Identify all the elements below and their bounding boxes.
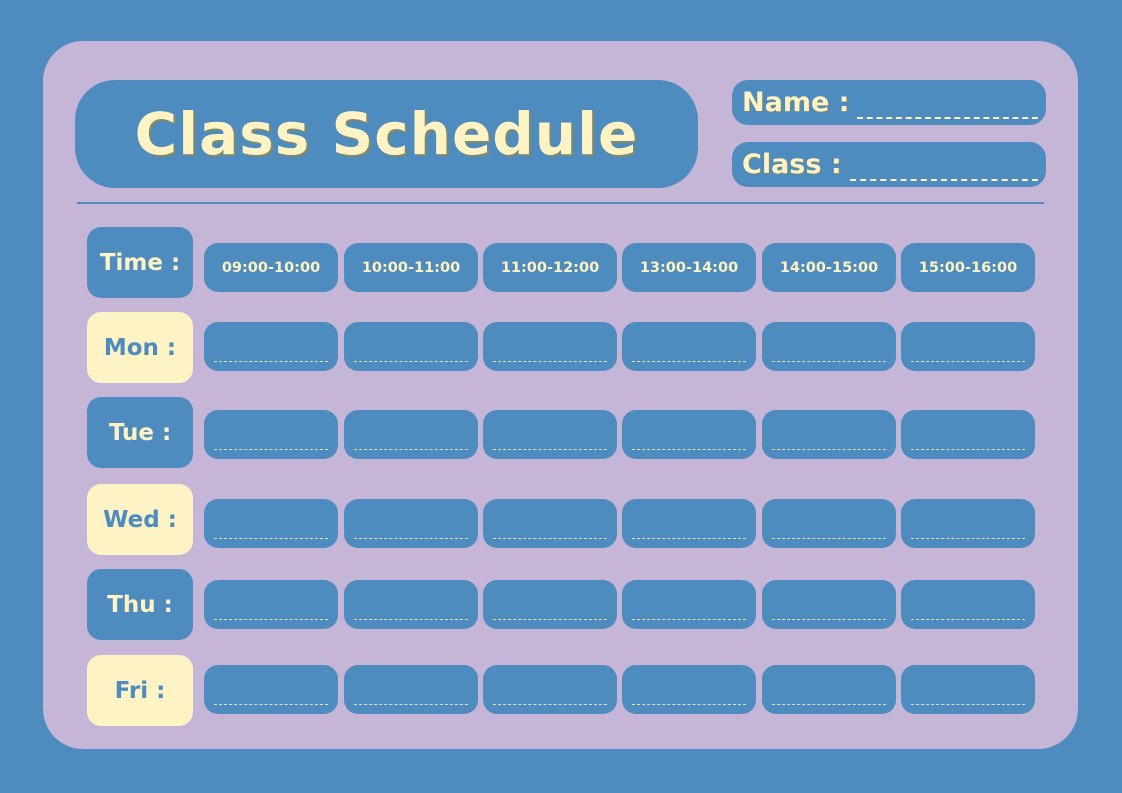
time-slot-header: 14:00-15:00 [762, 243, 896, 292]
cell-write-line [632, 361, 746, 362]
schedule-cell[interactable] [483, 499, 617, 548]
schedule-cell[interactable] [483, 322, 617, 371]
schedule-cell[interactable] [483, 665, 617, 714]
schedule-cell[interactable] [622, 580, 756, 629]
cell-write-line [354, 361, 468, 362]
schedule-cell[interactable] [622, 499, 756, 548]
class-label: Class : [742, 149, 842, 180]
schedule-cell[interactable] [901, 580, 1035, 629]
day-label: Thu : [87, 569, 193, 640]
schedule-cell[interactable] [204, 322, 338, 371]
day-label: Tue : [87, 397, 193, 468]
time-label: Time : [87, 227, 193, 298]
cell-write-line [911, 619, 1025, 620]
schedule-cell[interactable] [901, 322, 1035, 371]
cell-write-line [772, 704, 886, 705]
cell-write-line [354, 449, 468, 450]
day-label: Mon : [87, 312, 193, 383]
schedule-cell[interactable] [901, 410, 1035, 459]
class-input-line[interactable] [849, 179, 1038, 181]
name-field[interactable]: Name : [732, 80, 1046, 125]
name-label: Name : [742, 87, 850, 118]
cell-write-line [632, 449, 746, 450]
cell-write-line [493, 449, 607, 450]
schedule-cell[interactable] [622, 410, 756, 459]
schedule-cell[interactable] [344, 322, 478, 371]
schedule-cell[interactable] [901, 499, 1035, 548]
cell-write-line [214, 538, 328, 539]
schedule-cell[interactable] [762, 322, 896, 371]
schedule-cell[interactable] [483, 580, 617, 629]
divider [77, 202, 1044, 204]
schedule-cell[interactable] [344, 665, 478, 714]
schedule-cell[interactable] [762, 499, 896, 548]
schedule-cell[interactable] [204, 665, 338, 714]
cell-write-line [911, 538, 1025, 539]
schedule-cell[interactable] [762, 665, 896, 714]
schedule-cell[interactable] [344, 580, 478, 629]
cell-write-line [354, 538, 468, 539]
schedule-cell[interactable] [762, 410, 896, 459]
schedule-cell[interactable] [483, 410, 617, 459]
cell-write-line [493, 704, 607, 705]
day-label: Fri : [87, 655, 193, 726]
day-label: Wed : [87, 484, 193, 555]
cell-write-line [214, 361, 328, 362]
time-slot-header: 11:00-12:00 [483, 243, 617, 292]
time-slot-header: 09:00-10:00 [204, 243, 338, 292]
time-slot-header: 15:00-16:00 [901, 243, 1035, 292]
schedule-cell[interactable] [204, 499, 338, 548]
cell-write-line [632, 704, 746, 705]
cell-write-line [493, 619, 607, 620]
cell-write-line [772, 538, 886, 539]
time-slot-header: 13:00-14:00 [622, 243, 756, 292]
schedule-cell[interactable] [204, 580, 338, 629]
cell-write-line [772, 619, 886, 620]
cell-write-line [632, 619, 746, 620]
cell-write-line [772, 361, 886, 362]
cell-write-line [354, 704, 468, 705]
cell-write-line [911, 361, 1025, 362]
cell-write-line [214, 704, 328, 705]
class-field[interactable]: Class : [732, 142, 1046, 187]
time-slot-header: 10:00-11:00 [344, 243, 478, 292]
schedule-cell[interactable] [901, 665, 1035, 714]
cell-write-line [354, 619, 468, 620]
cell-write-line [214, 449, 328, 450]
name-input-line[interactable] [857, 117, 1038, 119]
schedule-cell[interactable] [762, 580, 896, 629]
schedule-cell[interactable] [344, 499, 478, 548]
schedule-cell[interactable] [622, 322, 756, 371]
cell-write-line [632, 538, 746, 539]
cell-write-line [493, 361, 607, 362]
schedule-cell[interactable] [204, 410, 338, 459]
cell-write-line [911, 704, 1025, 705]
schedule-cell[interactable] [344, 410, 478, 459]
cell-write-line [493, 538, 607, 539]
cell-write-line [772, 449, 886, 450]
cell-write-line [911, 449, 1025, 450]
cell-write-line [214, 619, 328, 620]
page-title: Class Schedule [75, 80, 698, 188]
schedule-cell[interactable] [622, 665, 756, 714]
